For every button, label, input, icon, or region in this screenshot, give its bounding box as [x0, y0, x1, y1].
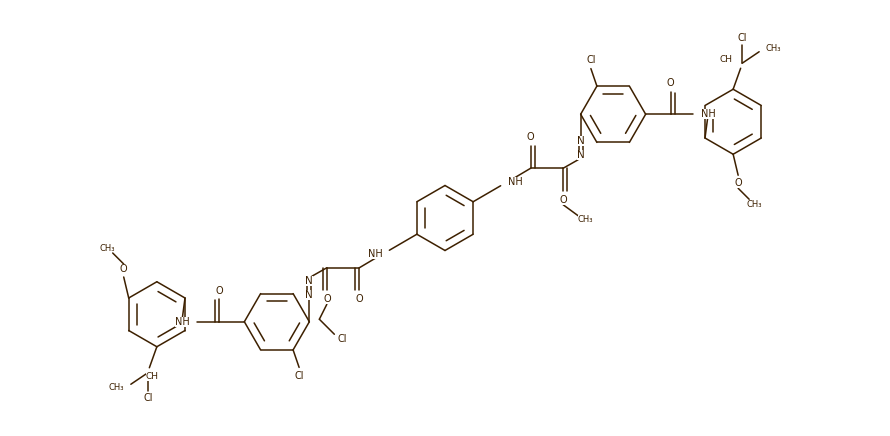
Text: O: O [527, 132, 535, 142]
Text: Cl: Cl [587, 55, 595, 65]
Text: Cl: Cl [738, 33, 747, 43]
Text: N: N [305, 290, 313, 300]
Text: N: N [577, 150, 585, 160]
Text: CH: CH [146, 372, 158, 381]
Text: CH: CH [719, 55, 732, 64]
Text: NH: NH [174, 317, 190, 327]
Text: N: N [305, 276, 313, 286]
Text: Cl: Cl [143, 393, 152, 403]
Text: O: O [120, 264, 127, 274]
Text: CH₃: CH₃ [109, 383, 125, 392]
Text: O: O [667, 78, 675, 88]
Text: O: O [355, 294, 363, 304]
Text: N: N [577, 136, 585, 146]
Text: Cl: Cl [295, 371, 303, 381]
Text: O: O [559, 195, 567, 205]
Text: NH: NH [368, 249, 383, 259]
Text: CH₃: CH₃ [747, 200, 762, 209]
Text: O: O [734, 178, 742, 188]
Text: CH₃: CH₃ [100, 243, 116, 252]
Text: O: O [215, 286, 223, 296]
Text: CH₃: CH₃ [578, 215, 594, 224]
Text: O: O [323, 294, 331, 304]
Text: NH: NH [507, 177, 522, 187]
Text: CH₃: CH₃ [765, 44, 781, 53]
Text: NH: NH [700, 109, 716, 119]
Text: Cl: Cl [337, 334, 346, 344]
